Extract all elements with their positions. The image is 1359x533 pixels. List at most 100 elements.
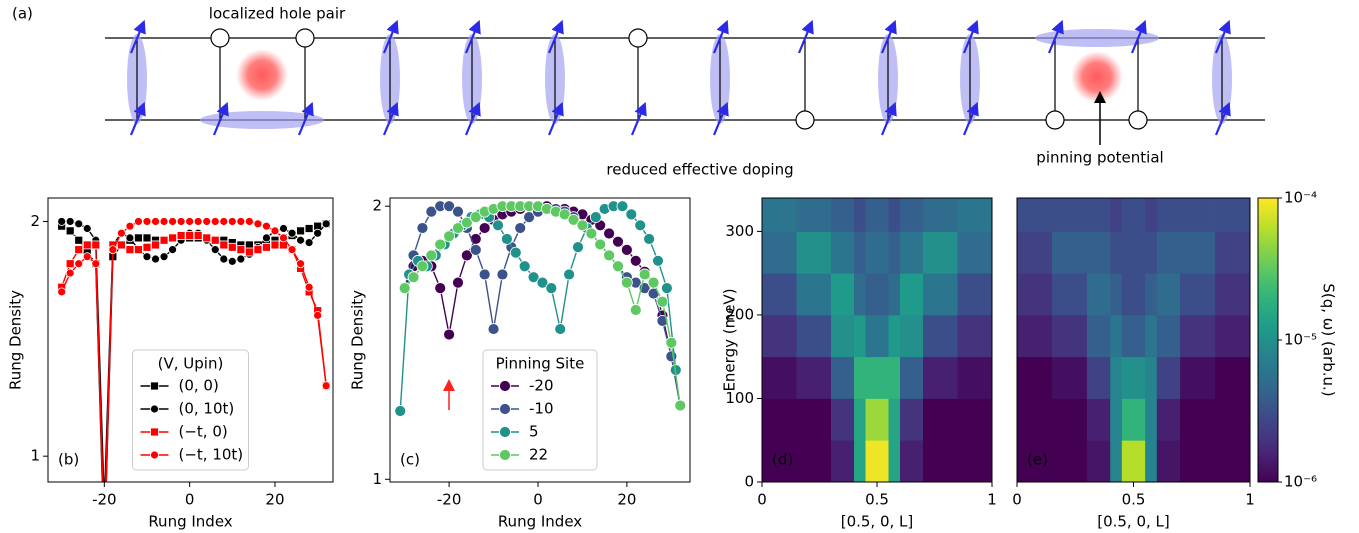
data-point: [443, 230, 456, 243]
data-point: [116, 240, 126, 250]
data-point: [244, 217, 254, 226]
data-point: [434, 238, 447, 251]
heatmap-cell: [762, 314, 797, 358]
heatmap-cell: [900, 440, 924, 483]
heatmap-cell: [831, 398, 855, 441]
heatmap-cell: [1086, 356, 1111, 399]
heatmap-cell: [888, 231, 901, 274]
heatmap-cell: [1110, 273, 1123, 316]
data-point: [452, 205, 464, 218]
data-point: [142, 233, 152, 243]
heatmap-cell: [888, 273, 901, 316]
heatmap-cell: [1086, 273, 1111, 316]
spin: [712, 101, 729, 136]
heatmap-cell: [854, 231, 866, 274]
hole: [295, 28, 315, 48]
data-point: [527, 271, 540, 284]
heatmap-cell: [831, 440, 855, 483]
heatmap-cell: [831, 231, 855, 274]
panel-label: (d): [772, 451, 793, 469]
heatmap-cell: [1121, 356, 1146, 399]
heatmap-cell: [1051, 314, 1088, 358]
data-point: [125, 221, 135, 231]
data-point: [74, 259, 84, 269]
heatmap-cell: [900, 198, 924, 232]
data-point: [321, 219, 331, 229]
data-point: [134, 217, 143, 226]
legend-label: (0, 10t): [179, 400, 235, 418]
heatmap-cell: [900, 273, 924, 316]
heatmap-cell: [1145, 273, 1158, 316]
heatmap-cell: [957, 440, 993, 483]
data-point: [151, 240, 160, 250]
heatmap-cell: [957, 314, 993, 358]
data-point: [313, 228, 323, 238]
heatmap-cell: [1121, 231, 1146, 274]
heatmap-cell: [1121, 440, 1146, 483]
data-point: [159, 252, 169, 262]
colorbar-tick-label: 10⁻⁵: [1284, 331, 1317, 349]
heatmap-cell: [923, 198, 958, 232]
ladder-diagram: [105, 19, 1265, 136]
heatmap-cell: [1017, 440, 1053, 483]
data-point: [616, 200, 629, 213]
spin: [212, 101, 229, 136]
spin: [129, 101, 146, 136]
legend-marker: [499, 380, 511, 392]
y-tick-label: 2: [30, 212, 40, 230]
data-point: [656, 314, 669, 327]
data-point: [202, 233, 212, 243]
heatmap-cell: [1145, 231, 1158, 274]
heatmap-cell: [762, 231, 797, 274]
data-point: [219, 240, 229, 250]
data-point: [563, 268, 576, 281]
heatmap-cell: [923, 231, 958, 274]
spin: [1130, 19, 1147, 54]
heatmap-cell: [1145, 314, 1158, 358]
x-tick-label: 1: [1245, 491, 1255, 509]
panel-label: (b): [58, 451, 79, 469]
heatmap-cell: [1110, 198, 1123, 232]
colorbar-tick-label: 10⁻⁶: [1284, 473, 1317, 491]
data-point: [425, 205, 438, 218]
heatmap-cell: [957, 198, 993, 232]
heatmap-cell: [957, 273, 993, 316]
heatmap-cell: [1156, 440, 1181, 483]
legend-label: (−t, 0): [179, 423, 228, 441]
heatmap-cell: [1110, 356, 1123, 399]
data-point: [279, 224, 288, 233]
heatmap-cell: [865, 231, 889, 274]
y-tick-label: 100: [725, 389, 754, 407]
legend-marker: [150, 450, 159, 460]
heatmap-cell: [1017, 356, 1053, 399]
heatmap-cell: [900, 231, 924, 274]
y-tick-label: 2: [372, 197, 382, 215]
data-point: [91, 240, 101, 250]
data-point: [176, 217, 186, 226]
data-point: [647, 276, 660, 289]
x-tick-label: 0: [757, 491, 767, 509]
x-axis-label: Rung Index: [498, 513, 582, 531]
heatmap-cell: [1215, 231, 1251, 274]
x-tick-label: 1: [987, 491, 997, 509]
data-point: [625, 208, 638, 221]
data-point: [443, 328, 456, 341]
spin: [382, 101, 399, 136]
legend-box: [482, 349, 598, 471]
data-point: [509, 246, 522, 259]
x-axis-label: Rung Index: [148, 513, 232, 531]
spin: [962, 19, 979, 54]
heatmap-cell: [1017, 198, 1053, 232]
heatmap-cell: [888, 198, 901, 232]
heatmap-cell: [1180, 398, 1216, 441]
data-point: [227, 256, 237, 266]
data-point: [296, 235, 305, 245]
data-point: [287, 245, 297, 255]
heatmap-cell: [1086, 440, 1111, 483]
y-tick-label: 1: [30, 447, 40, 465]
legend-marker: [499, 426, 511, 438]
data-point: [168, 245, 177, 255]
data-point: [151, 254, 160, 264]
heatmap-cell: [1086, 198, 1111, 232]
